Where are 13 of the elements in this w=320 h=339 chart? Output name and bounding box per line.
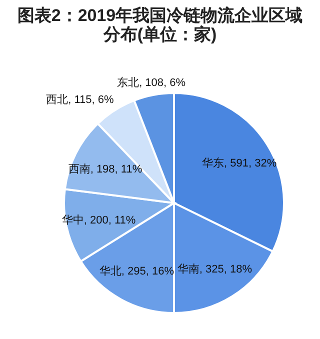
data-label: , 115, 6%	[68, 94, 114, 106]
slice-label: 华北	[99, 264, 122, 278]
slice-label: 华南	[177, 262, 200, 276]
slice-label: 华东	[202, 156, 224, 170]
slice-label: 西北	[46, 93, 68, 106]
data-label: , 108, 6%	[139, 76, 186, 89]
data-label: , 591, 32%	[224, 157, 277, 170]
slice-label: 西南	[68, 162, 90, 176]
data-label: , 200, 11%	[84, 214, 136, 227]
data-label: , 198, 11%	[90, 163, 142, 176]
data-label: , 325, 18%	[199, 263, 252, 276]
chart-title: 图表2：2019年我国冷链物流企业区域分布(单位：家)	[16, 6, 304, 44]
slice-label: 东北	[117, 76, 140, 89]
